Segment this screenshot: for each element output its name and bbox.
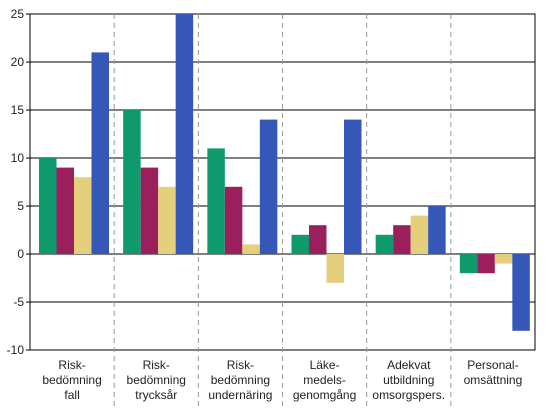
y-tick-label: 20 xyxy=(11,55,25,69)
y-tick-label: -5 xyxy=(13,295,24,309)
bar-series4-cat1 xyxy=(91,52,109,255)
bar-series3-cat3 xyxy=(242,244,260,254)
bar-series3-cat1 xyxy=(74,177,92,254)
bar-series2-cat6 xyxy=(477,254,495,274)
x-category-label: Adekvat xyxy=(387,358,431,372)
bar-series1-cat2 xyxy=(123,110,141,254)
bar-series2-cat2 xyxy=(140,167,159,254)
bar-series1-cat6 xyxy=(459,254,478,274)
x-category-label: Läke- xyxy=(310,358,340,372)
x-category-label: medels- xyxy=(303,373,346,387)
y-tick-label: -10 xyxy=(7,343,25,357)
x-category-label: Risk- xyxy=(227,358,254,372)
x-category-label: utbildning xyxy=(383,373,434,387)
y-tick-label: 25 xyxy=(11,7,25,21)
bar-series4-cat6 xyxy=(512,254,530,331)
x-category-label: fall xyxy=(64,388,79,402)
bar-series1-cat4 xyxy=(291,234,309,254)
x-category-label: bedömning xyxy=(211,373,270,387)
bar-series1-cat3 xyxy=(207,148,225,254)
bar-series2-cat1 xyxy=(56,167,74,254)
x-category-label: bedömning xyxy=(127,373,186,387)
bar-series2-cat3 xyxy=(224,186,243,254)
bar-series4-cat3 xyxy=(259,119,278,254)
x-category-label: Risk- xyxy=(58,358,85,372)
bar-series3-cat5 xyxy=(410,215,429,254)
bar-series4-cat4 xyxy=(344,119,362,254)
x-category-label: Personal- xyxy=(467,358,518,372)
bar-series2-cat4 xyxy=(309,225,327,254)
y-tick-label: 15 xyxy=(11,103,25,117)
bar-series3-cat6 xyxy=(494,254,513,264)
x-category-label: omsättning xyxy=(464,373,523,387)
bar-series2-cat5 xyxy=(393,225,411,254)
x-category-label: omsorgspers. xyxy=(372,388,445,402)
y-tick-label: 5 xyxy=(17,199,24,213)
x-category-label: trycksår xyxy=(135,388,177,402)
bar-series4-cat5 xyxy=(428,206,446,254)
y-tick-label: 10 xyxy=(11,151,25,165)
bar-series4-cat2 xyxy=(175,14,194,254)
y-tick-label: 0 xyxy=(17,247,24,261)
bar-series3-cat2 xyxy=(158,186,176,254)
bar-series1-cat5 xyxy=(375,234,394,254)
x-category-label: Risk- xyxy=(143,358,170,372)
bar-series3-cat4 xyxy=(326,254,344,283)
x-category-label: bedömning xyxy=(42,373,101,387)
x-category-label: undernäring xyxy=(208,388,272,402)
bar-series1-cat1 xyxy=(39,158,57,254)
x-category-label: genomgång xyxy=(293,388,356,402)
